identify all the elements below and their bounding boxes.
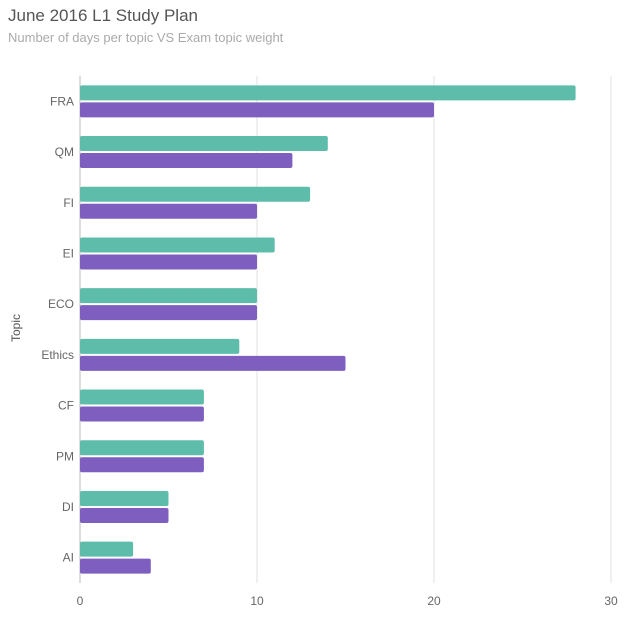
category-label-ei: EI (63, 246, 74, 260)
category-label-di: DI (62, 500, 74, 514)
category-label-ethics: Ethics (41, 348, 74, 362)
x-tick-label: 30 (604, 594, 618, 608)
bar-qm-series-1 (80, 136, 328, 152)
grid-lines (79, 76, 612, 583)
bar-cf-series-1 (80, 389, 204, 405)
chart-title: June 2016 L1 Study Plan (8, 6, 198, 25)
bar-fi-series-2 (80, 203, 257, 219)
category-label-fi: FI (63, 196, 74, 210)
bar-ei-series-1 (80, 237, 275, 253)
y-axis-title: Topic (9, 314, 23, 342)
bar-fra-series-2 (80, 102, 434, 118)
bar-pm-series-2 (80, 457, 204, 473)
bar-ethics-series-2 (80, 355, 346, 371)
x-tick-label: 0 (77, 594, 84, 608)
bar-di-series-1 (80, 490, 169, 506)
category-label-qm: QM (55, 145, 74, 159)
bar-qm-series-2 (80, 153, 293, 169)
x-tick-label: 20 (427, 594, 441, 608)
category-label-eco: ECO (48, 297, 74, 311)
bar-pm-series-1 (80, 440, 204, 456)
axis-labels: 0 10 20 30 FRA QM FI EI ECO Ethics CF PM DI AI (41, 94, 618, 608)
bar-ai-series-2 (80, 558, 151, 574)
bar-ai-series-1 (80, 541, 134, 557)
bar-cf-series-2 (80, 406, 204, 422)
x-tick-label: 10 (250, 594, 264, 608)
category-label-ai: AI (63, 551, 74, 565)
bar-ei-series-2 (80, 254, 257, 270)
bar-fi-series-1 (80, 186, 311, 202)
category-label-pm: PM (56, 449, 74, 463)
category-label-fra: FRA (50, 94, 74, 108)
bar-di-series-2 (80, 507, 169, 523)
bar-eco-series-2 (80, 305, 257, 321)
category-label-cf: CF (58, 399, 74, 413)
chart-subtitle: Number of days per topic VS Exam topic w… (8, 30, 284, 45)
bar-eco-series-1 (80, 288, 257, 304)
bars (80, 85, 576, 574)
bar-fra-series-1 (80, 85, 576, 101)
bar-ethics-series-1 (80, 338, 240, 354)
